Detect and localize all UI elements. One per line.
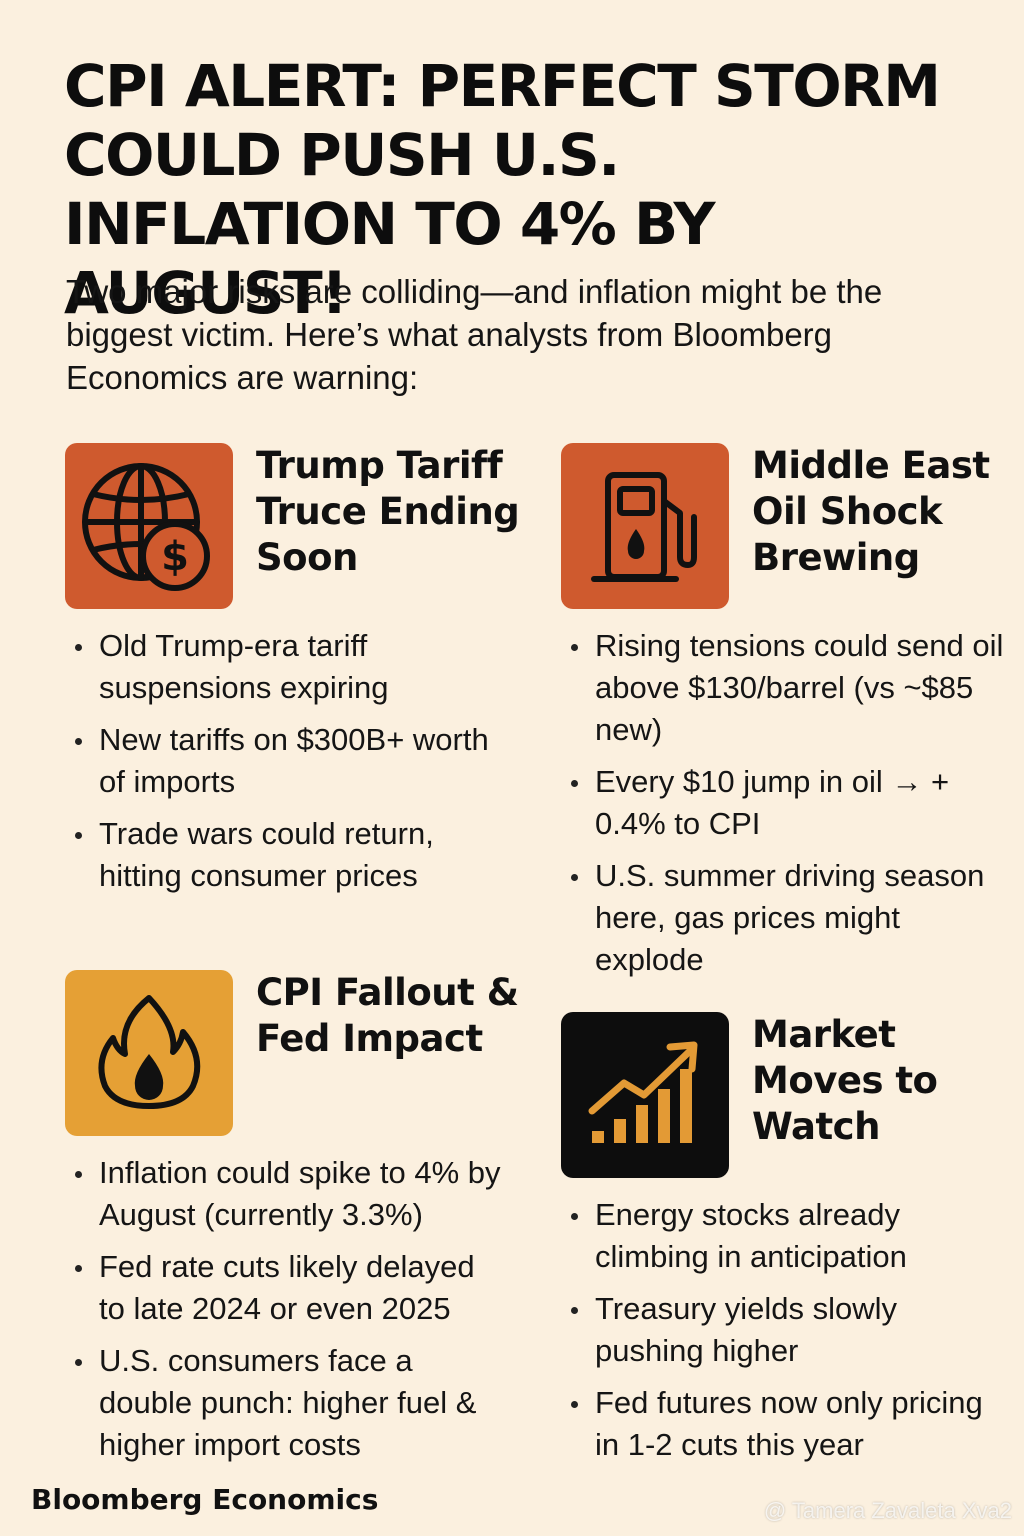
bullet-item: New tariffs on $300B+ worth of imports [65,719,495,803]
rising-chart-icon-box [561,1012,729,1178]
bullet-item: U.S. consumers face a double punch: high… [65,1340,505,1466]
bullet-item: Rising tensions could send oil above $13… [561,625,1016,751]
globe-dollar-icon: $ [82,463,210,591]
bullet-list: Old Trump-era tariff suspensions expirin… [65,625,495,907]
bullet-list: Inflation could spike to 4% by August (c… [65,1152,505,1476]
intro-text: Two major risks are colliding—and inflat… [66,273,883,396]
fuel-pump-icon [591,472,697,582]
bullet-list: Rising tensions could send oil above $13… [561,625,1016,991]
bullet-item: Treasury yields slowly pushing higher [561,1288,1001,1372]
bullet-item: Every $10 jump in oil → + 0.4% to CPI [561,761,1016,845]
watermark-text: @ Tamera Zavaleta Xva2 [763,1498,1012,1523]
section-heading: Middle East Oil Shock Brewing [752,444,990,579]
bullet-item: Fed rate cuts likely delayed to late 202… [65,1246,505,1330]
rising-chart-icon [588,1041,698,1143]
footer-brand: Bloomberg Economics [31,1483,379,1516]
bullet-item: Old Trump-era tariff suspensions expirin… [65,625,495,709]
fuel-pump-icon-box [561,443,729,609]
bullet-item: U.S. summer driving season here, gas pri… [561,855,1016,981]
page-title: CPI ALERT: PERFECT STORM COULD PUSH U.S.… [64,52,941,327]
section-heading: Trump Tariff Truce Ending Soon [256,444,520,579]
bullet-list: Energy stocks already climbing in antici… [561,1194,1001,1476]
bullet-item: Fed futures now only pricing in 1-2 cuts… [561,1382,1001,1466]
flame-icon-box [65,970,233,1136]
bullet-item: Inflation could spike to 4% by August (c… [65,1152,505,1236]
section-heading: CPI Fallout & Fed Impact [256,971,519,1060]
bullet-item: Energy stocks already climbing in antici… [561,1194,1001,1278]
globe-dollar-icon-box: $ [65,443,233,609]
flame-icon [98,995,201,1109]
svg-text:$: $ [161,534,189,580]
bullet-item: Trade wars could return, hitting consume… [65,813,495,897]
section-heading: Market Moves to Watch [752,1013,938,1148]
